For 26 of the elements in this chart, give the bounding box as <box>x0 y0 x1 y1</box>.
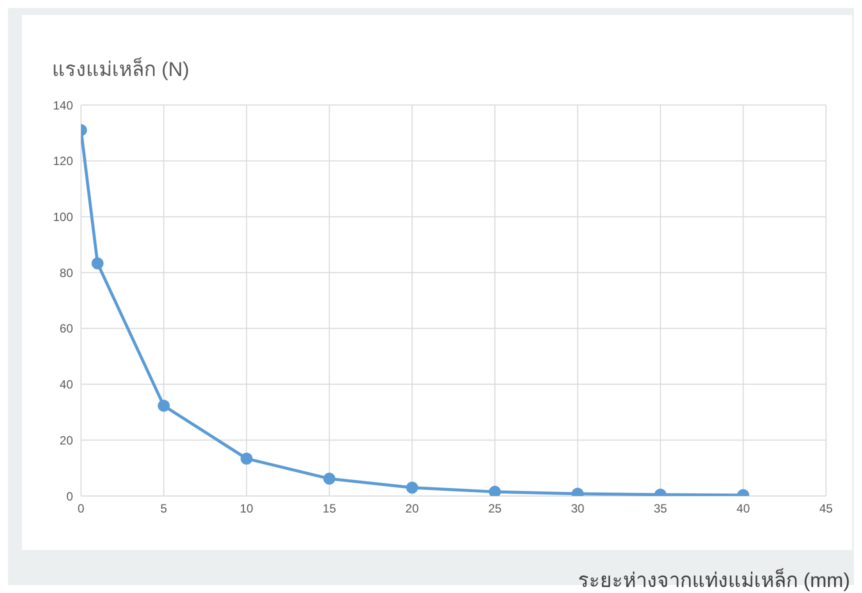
x-tick-label: 5 <box>160 502 168 516</box>
point <box>158 400 170 412</box>
x-tick-label: 35 <box>654 502 668 516</box>
point <box>323 472 336 485</box>
x-tick-label: 0 <box>78 502 85 516</box>
y-tick-label: 0 <box>66 489 74 504</box>
x-tick-label: 15 <box>322 502 336 516</box>
x-axis-title: ระยะห่างจากแท่งแม่เหล็ก (mm) <box>578 567 850 593</box>
point <box>488 486 501 496</box>
y-tick-label: 40 <box>60 378 74 392</box>
x-tick-label: 10 <box>240 502 254 516</box>
y-tick-label: 80 <box>60 266 74 280</box>
y-tick-label: 20 <box>60 433 74 448</box>
y-tick-label: 140 <box>52 98 74 112</box>
y-tick-label: 120 <box>52 154 74 168</box>
y-tick-label: 60 <box>60 322 74 336</box>
y-tick-label: 100 <box>52 210 74 224</box>
point <box>240 452 253 465</box>
x-tick-label: 45 <box>819 502 833 516</box>
x-tick-label: 40 <box>736 502 750 516</box>
x-tick-label: 30 <box>570 502 585 516</box>
point <box>406 482 418 494</box>
x-tick-label: 20 <box>405 502 420 516</box>
chart-title: แรงแม่เหล็ก (N) <box>52 56 190 83</box>
x-tick-label: 25 <box>488 502 502 516</box>
point <box>92 257 104 270</box>
